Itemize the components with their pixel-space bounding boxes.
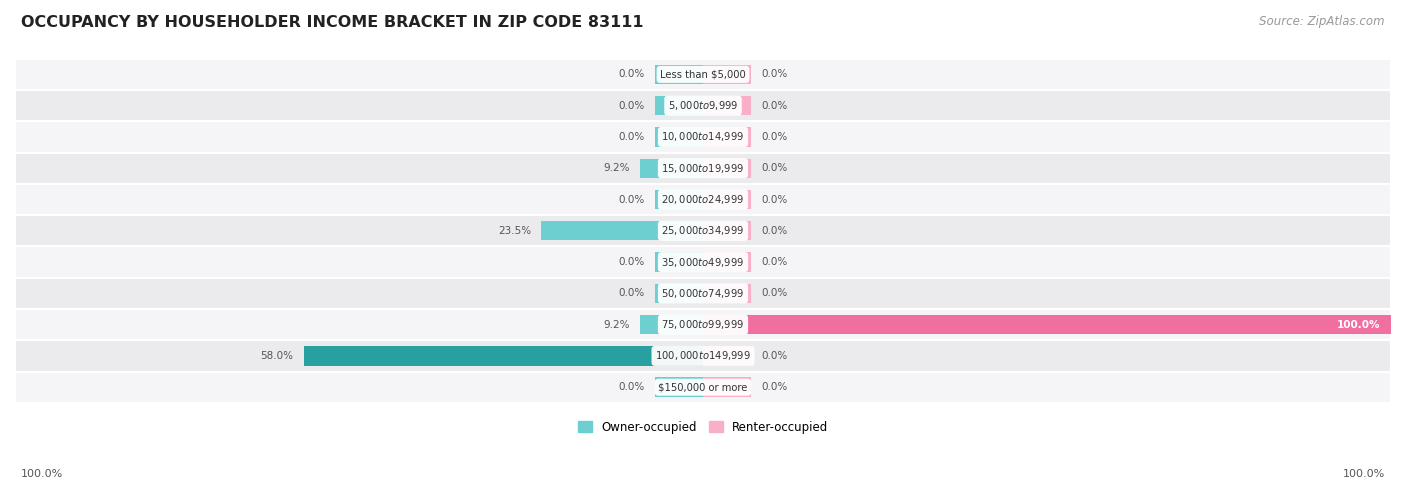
- Text: $25,000 to $34,999: $25,000 to $34,999: [661, 224, 745, 237]
- Bar: [703, 127, 751, 147]
- Text: 100.0%: 100.0%: [1343, 469, 1385, 479]
- Bar: [15, 246, 1391, 278]
- Text: $50,000 to $74,999: $50,000 to $74,999: [661, 287, 745, 300]
- Text: 9.2%: 9.2%: [603, 163, 630, 173]
- Text: 9.2%: 9.2%: [603, 320, 630, 330]
- Bar: [541, 221, 703, 241]
- Text: 0.0%: 0.0%: [762, 69, 787, 79]
- Bar: [15, 184, 1391, 215]
- Text: 0.0%: 0.0%: [762, 351, 787, 361]
- Text: 58.0%: 58.0%: [260, 351, 294, 361]
- Text: 0.0%: 0.0%: [762, 132, 787, 142]
- Bar: [15, 309, 1391, 340]
- Text: 0.0%: 0.0%: [762, 226, 787, 236]
- Bar: [703, 284, 751, 303]
- Text: $35,000 to $49,999: $35,000 to $49,999: [661, 256, 745, 269]
- Bar: [655, 190, 703, 209]
- Text: 0.0%: 0.0%: [619, 101, 644, 111]
- Text: 0.0%: 0.0%: [619, 288, 644, 298]
- Bar: [655, 252, 703, 272]
- Bar: [15, 153, 1391, 184]
- Text: $100,000 to $149,999: $100,000 to $149,999: [655, 349, 751, 363]
- Bar: [640, 315, 703, 334]
- Bar: [703, 378, 751, 397]
- Text: 0.0%: 0.0%: [619, 132, 644, 142]
- Bar: [655, 378, 703, 397]
- Text: 100.0%: 100.0%: [21, 469, 63, 479]
- Bar: [655, 65, 703, 84]
- Text: OCCUPANCY BY HOUSEHOLDER INCOME BRACKET IN ZIP CODE 83111: OCCUPANCY BY HOUSEHOLDER INCOME BRACKET …: [21, 15, 644, 30]
- Bar: [15, 215, 1391, 246]
- Text: $5,000 to $9,999: $5,000 to $9,999: [668, 99, 738, 112]
- Bar: [640, 158, 703, 178]
- Bar: [703, 96, 751, 115]
- Text: 0.0%: 0.0%: [619, 69, 644, 79]
- Bar: [15, 278, 1391, 309]
- Bar: [703, 315, 1391, 334]
- Bar: [703, 221, 751, 241]
- Bar: [15, 340, 1391, 372]
- Bar: [655, 127, 703, 147]
- Bar: [703, 190, 751, 209]
- Bar: [15, 372, 1391, 403]
- Text: $20,000 to $24,999: $20,000 to $24,999: [661, 193, 745, 206]
- Text: $10,000 to $14,999: $10,000 to $14,999: [661, 130, 745, 143]
- Text: 0.0%: 0.0%: [762, 194, 787, 205]
- Bar: [15, 59, 1391, 90]
- Text: Source: ZipAtlas.com: Source: ZipAtlas.com: [1260, 15, 1385, 28]
- Bar: [304, 346, 703, 365]
- Text: $75,000 to $99,999: $75,000 to $99,999: [661, 318, 745, 331]
- Text: 0.0%: 0.0%: [619, 194, 644, 205]
- Text: 0.0%: 0.0%: [619, 382, 644, 392]
- Text: 0.0%: 0.0%: [762, 163, 787, 173]
- Text: $150,000 or more: $150,000 or more: [658, 382, 748, 392]
- Legend: Owner-occupied, Renter-occupied: Owner-occupied, Renter-occupied: [572, 416, 834, 438]
- Text: 0.0%: 0.0%: [762, 101, 787, 111]
- Bar: [15, 122, 1391, 153]
- Bar: [703, 158, 751, 178]
- Text: 0.0%: 0.0%: [762, 382, 787, 392]
- Bar: [655, 96, 703, 115]
- Text: Less than $5,000: Less than $5,000: [661, 69, 745, 79]
- Bar: [15, 90, 1391, 122]
- Text: 0.0%: 0.0%: [762, 288, 787, 298]
- Bar: [655, 284, 703, 303]
- Text: 23.5%: 23.5%: [498, 226, 531, 236]
- Text: 0.0%: 0.0%: [619, 257, 644, 267]
- Text: 0.0%: 0.0%: [762, 257, 787, 267]
- Text: 100.0%: 100.0%: [1337, 320, 1381, 330]
- Bar: [703, 65, 751, 84]
- Text: $15,000 to $19,999: $15,000 to $19,999: [661, 162, 745, 175]
- Bar: [703, 346, 751, 365]
- Bar: [703, 252, 751, 272]
